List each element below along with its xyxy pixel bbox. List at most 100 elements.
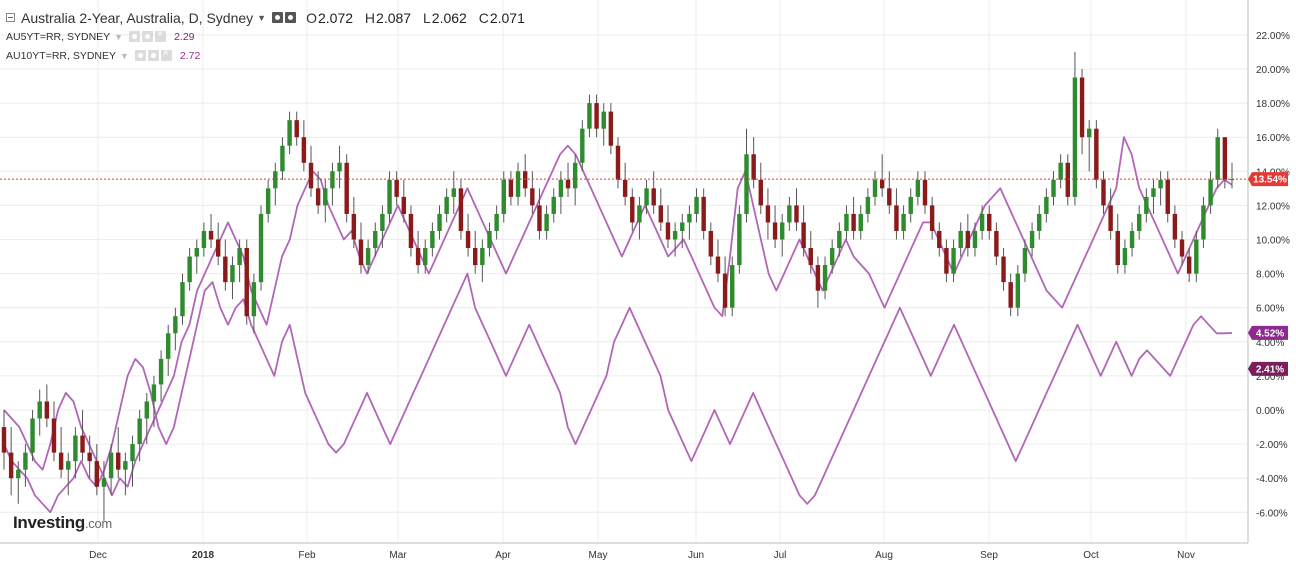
candle-body [437,213,442,231]
gear-icon[interactable] [285,12,297,23]
chevron-down-icon[interactable]: ▼ [120,50,129,61]
candle-body [1129,230,1135,249]
y-tick-label: 8.00% [1256,270,1284,281]
series-2-label[interactable]: AU10YT=RR, SYDNEY [6,49,116,62]
candle-body [194,248,199,257]
candle-body [972,230,978,249]
y-tick-label: 6.00% [1256,304,1284,315]
candle-body [515,171,521,197]
last-value-badge: 4.52% [1248,325,1288,340]
candle-body [630,196,635,223]
y-tick-label: -4.00% [1256,474,1288,485]
series-2-value: 2.72 [179,49,201,62]
candle-body [337,162,342,172]
candle-body [16,469,21,479]
series-lines [3,136,1233,514]
candle-body [851,213,856,231]
candle-body [244,248,249,317]
candle-body [44,401,50,419]
series-1-value: 2.29 [174,30,195,43]
candle-body [951,248,956,274]
candle-body [658,205,664,223]
y-tick-label: 0.00% [1256,406,1284,417]
candle-body [708,230,714,257]
chevron-down-icon[interactable]: ▼ [257,12,267,23]
gear-icon[interactable] [147,50,159,61]
candle-body [387,179,392,214]
candle-body [822,265,828,291]
candle-body [837,230,842,249]
badge-label: 13.54% [1253,175,1287,186]
ohlc-close-key: C [478,9,489,26]
chevron-down-icon[interactable]: ▼ [114,31,124,42]
candle-body [480,248,485,266]
eye-icon[interactable] [134,50,146,61]
candle-body [1072,77,1078,197]
candle-body [1065,162,1071,197]
candle-body [1058,162,1063,180]
candle-body [415,248,421,266]
candle-body [37,401,42,419]
investing-logo: Investing.com [13,513,112,533]
close-icon[interactable] [155,29,167,42]
candle-body [1179,239,1185,257]
badge-shape [1248,361,1288,376]
candle-body [123,461,128,470]
candle-body [965,230,971,249]
candle-body [551,196,556,214]
badge-shape [1248,325,1288,340]
close-icon[interactable] [160,48,172,61]
main-series-title[interactable]: Australia 2-Year, Australia, D, Sydney [21,9,254,26]
gridlines [0,0,1248,543]
candle-body [251,282,257,317]
candle-body [1158,179,1163,189]
candle-body [601,111,606,129]
candle-body [572,162,578,189]
candle-body [665,222,671,240]
candle-body [829,248,835,266]
eye-icon[interactable] [129,31,141,42]
ohlc-low-value: 2.062 [431,9,467,26]
candle-body [1108,205,1113,231]
candle-body [1086,128,1092,138]
series-1-label[interactable]: AU5YT=RR, SYDNEY [6,30,111,43]
candle-body [979,213,985,231]
candle-body [508,179,514,197]
candle-body [265,188,271,214]
candle-body [894,205,899,231]
candle-body [30,418,35,453]
candle-body [1186,256,1192,274]
candle-body [23,452,28,470]
candle-body [401,196,407,214]
candle-body [144,401,150,419]
candle-body [680,222,685,231]
logo-suffix: .com [84,516,112,531]
candle-body [1101,179,1106,206]
candle-body [1172,213,1178,240]
candle-body [580,128,585,163]
settings-icon[interactable] [272,12,284,23]
x-tick-label: May [589,550,608,561]
candle-body [872,179,878,197]
candle-body [1144,196,1149,214]
y-tick-label: 16.00% [1256,133,1290,144]
candle-body [394,179,399,197]
candle-body [758,179,764,206]
candle-body [844,213,849,231]
x-tick-label: Sep [980,550,998,561]
candle-body [94,461,100,487]
candle-body [587,103,592,129]
y-tick-label: 10.00% [1256,236,1290,247]
candle-body [1079,77,1085,138]
candle-body [116,452,121,470]
candle-body [1044,196,1049,214]
candle-body [423,248,428,266]
candle-body [444,196,449,214]
gear-icon[interactable] [142,31,154,42]
candle-body [722,273,728,308]
x-tick-label: Jul [774,550,787,561]
candle-body [458,188,464,231]
candle-body [879,179,885,189]
collapse-icon[interactable] [6,13,15,22]
